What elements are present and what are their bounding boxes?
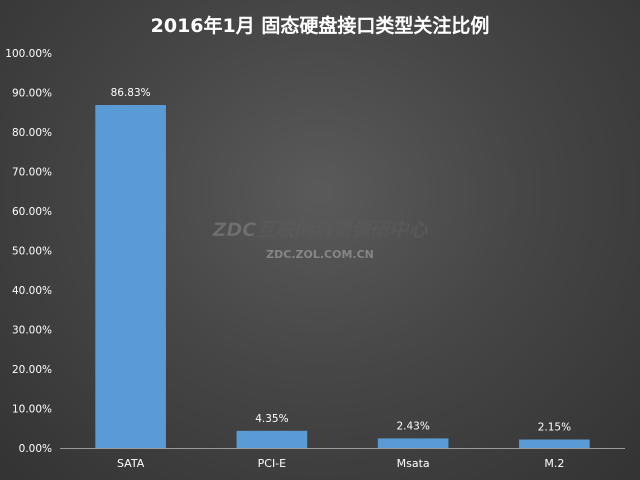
chart-title: 2016年1月 固态硬盘接口类型关注比例 — [151, 14, 490, 37]
y-tick-label: 50.00% — [12, 246, 52, 258]
y-tick-label: 40.00% — [12, 285, 52, 297]
data-label: 4.35% — [255, 413, 288, 425]
bar-msata — [377, 438, 449, 448]
y-tick-label: 10.00% — [12, 404, 52, 416]
y-tick-label: 70.00% — [12, 167, 52, 179]
bar-sata — [95, 105, 166, 449]
bar-m-2 — [519, 439, 590, 448]
watermark-sub: ZDC.ZOL.COM.CN — [266, 248, 374, 261]
x-category-label: PCI-E — [258, 457, 287, 470]
data-label: 2.43% — [396, 420, 429, 432]
x-category-label: Msata — [397, 457, 430, 470]
data-label: 86.83% — [111, 87, 151, 99]
y-tick-label: 80.00% — [12, 127, 52, 139]
data-labels: 86.83% 4.35% 2.43% 2.15% — [111, 87, 571, 433]
data-label: 2.15% — [538, 422, 571, 434]
y-tick-label: 0.00% — [19, 443, 52, 455]
y-tick-label: 90.00% — [12, 88, 52, 100]
y-tick-label: 20.00% — [12, 364, 52, 376]
x-axis-categories: SATA PCI-E Msata M.2 — [117, 457, 564, 470]
watermark-main: ZDC互联网消费调研中心 — [212, 219, 428, 241]
y-axis-ticks: 0.00% 10.00% 20.00% 30.00% 40.00% 50.00% 60.00… — [5, 48, 52, 455]
bars — [95, 105, 590, 449]
x-category-label: SATA — [117, 457, 145, 470]
y-tick-label: 30.00% — [12, 325, 52, 337]
y-tick-label: 100.00% — [5, 48, 52, 60]
bar-pci-e — [236, 430, 308, 448]
y-tick-label: 60.00% — [12, 206, 52, 218]
x-category-label: M.2 — [544, 457, 564, 470]
